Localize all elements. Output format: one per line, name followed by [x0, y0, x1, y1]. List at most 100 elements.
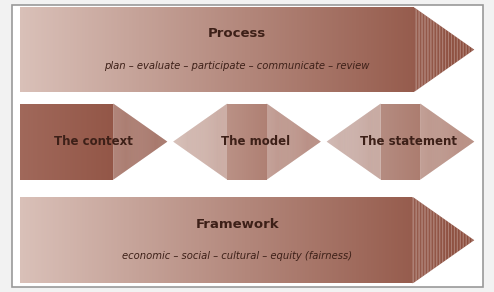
- Polygon shape: [238, 197, 240, 283]
- Polygon shape: [385, 197, 386, 283]
- Polygon shape: [318, 197, 320, 283]
- Polygon shape: [168, 197, 170, 283]
- Polygon shape: [456, 227, 457, 253]
- Polygon shape: [203, 7, 205, 92]
- Polygon shape: [118, 197, 120, 283]
- Polygon shape: [226, 7, 227, 92]
- Polygon shape: [444, 28, 446, 71]
- Polygon shape: [254, 7, 256, 92]
- Polygon shape: [81, 7, 82, 92]
- Polygon shape: [193, 7, 194, 92]
- Polygon shape: [237, 7, 238, 92]
- Polygon shape: [267, 7, 268, 92]
- Polygon shape: [112, 197, 114, 283]
- Polygon shape: [321, 197, 323, 283]
- Polygon shape: [388, 7, 389, 92]
- Polygon shape: [38, 197, 40, 283]
- Polygon shape: [265, 197, 267, 283]
- Polygon shape: [246, 7, 247, 92]
- Polygon shape: [447, 30, 449, 69]
- Polygon shape: [120, 7, 121, 92]
- Polygon shape: [196, 7, 197, 92]
- Polygon shape: [32, 197, 34, 283]
- Polygon shape: [405, 7, 406, 92]
- Polygon shape: [326, 7, 328, 92]
- Polygon shape: [456, 37, 457, 62]
- Polygon shape: [71, 197, 73, 283]
- Polygon shape: [454, 36, 456, 63]
- Polygon shape: [132, 7, 133, 92]
- Polygon shape: [251, 197, 253, 283]
- Polygon shape: [399, 197, 400, 283]
- Polygon shape: [173, 7, 174, 92]
- Polygon shape: [284, 197, 285, 283]
- Polygon shape: [373, 197, 374, 283]
- Polygon shape: [457, 228, 459, 252]
- Polygon shape: [353, 197, 355, 283]
- Polygon shape: [300, 197, 301, 283]
- Polygon shape: [79, 197, 81, 283]
- Polygon shape: [38, 7, 40, 92]
- Polygon shape: [133, 7, 135, 92]
- Polygon shape: [374, 7, 376, 92]
- Polygon shape: [386, 7, 388, 92]
- Polygon shape: [421, 203, 423, 277]
- Polygon shape: [44, 7, 45, 92]
- Polygon shape: [247, 7, 248, 92]
- Polygon shape: [256, 7, 257, 92]
- Polygon shape: [34, 197, 35, 283]
- Polygon shape: [364, 197, 365, 283]
- Polygon shape: [274, 7, 276, 92]
- Polygon shape: [256, 197, 257, 283]
- Text: The context: The context: [54, 135, 133, 148]
- Polygon shape: [467, 235, 468, 246]
- Polygon shape: [468, 236, 470, 244]
- Polygon shape: [23, 7, 24, 92]
- Polygon shape: [470, 237, 471, 243]
- Polygon shape: [24, 197, 26, 283]
- Polygon shape: [130, 197, 132, 283]
- Polygon shape: [311, 197, 312, 283]
- Polygon shape: [342, 7, 344, 92]
- Polygon shape: [123, 197, 124, 283]
- Polygon shape: [166, 197, 168, 283]
- Polygon shape: [30, 197, 32, 283]
- Polygon shape: [221, 197, 223, 283]
- Polygon shape: [45, 197, 47, 283]
- Polygon shape: [341, 197, 342, 283]
- Polygon shape: [82, 197, 83, 283]
- Polygon shape: [423, 13, 424, 86]
- Polygon shape: [139, 7, 141, 92]
- Polygon shape: [394, 197, 396, 283]
- Polygon shape: [141, 197, 142, 283]
- Polygon shape: [205, 7, 206, 92]
- Polygon shape: [468, 45, 470, 54]
- Polygon shape: [364, 7, 365, 92]
- Polygon shape: [146, 7, 147, 92]
- Polygon shape: [400, 7, 402, 92]
- Polygon shape: [305, 197, 306, 283]
- Polygon shape: [449, 32, 450, 68]
- Polygon shape: [402, 197, 403, 283]
- Polygon shape: [426, 206, 427, 274]
- Polygon shape: [108, 197, 109, 283]
- Polygon shape: [155, 7, 156, 92]
- Text: Framework: Framework: [195, 218, 279, 231]
- Polygon shape: [385, 7, 386, 92]
- Polygon shape: [115, 197, 117, 283]
- Polygon shape: [27, 197, 29, 283]
- Polygon shape: [197, 7, 199, 92]
- Polygon shape: [300, 7, 301, 92]
- Polygon shape: [454, 226, 456, 254]
- Polygon shape: [460, 231, 462, 250]
- Polygon shape: [297, 7, 298, 92]
- Polygon shape: [348, 197, 350, 283]
- Polygon shape: [441, 26, 443, 73]
- Polygon shape: [147, 7, 149, 92]
- Polygon shape: [64, 197, 65, 283]
- Polygon shape: [424, 205, 426, 275]
- Polygon shape: [159, 7, 161, 92]
- Polygon shape: [311, 7, 312, 92]
- Polygon shape: [471, 238, 473, 242]
- Polygon shape: [121, 7, 123, 92]
